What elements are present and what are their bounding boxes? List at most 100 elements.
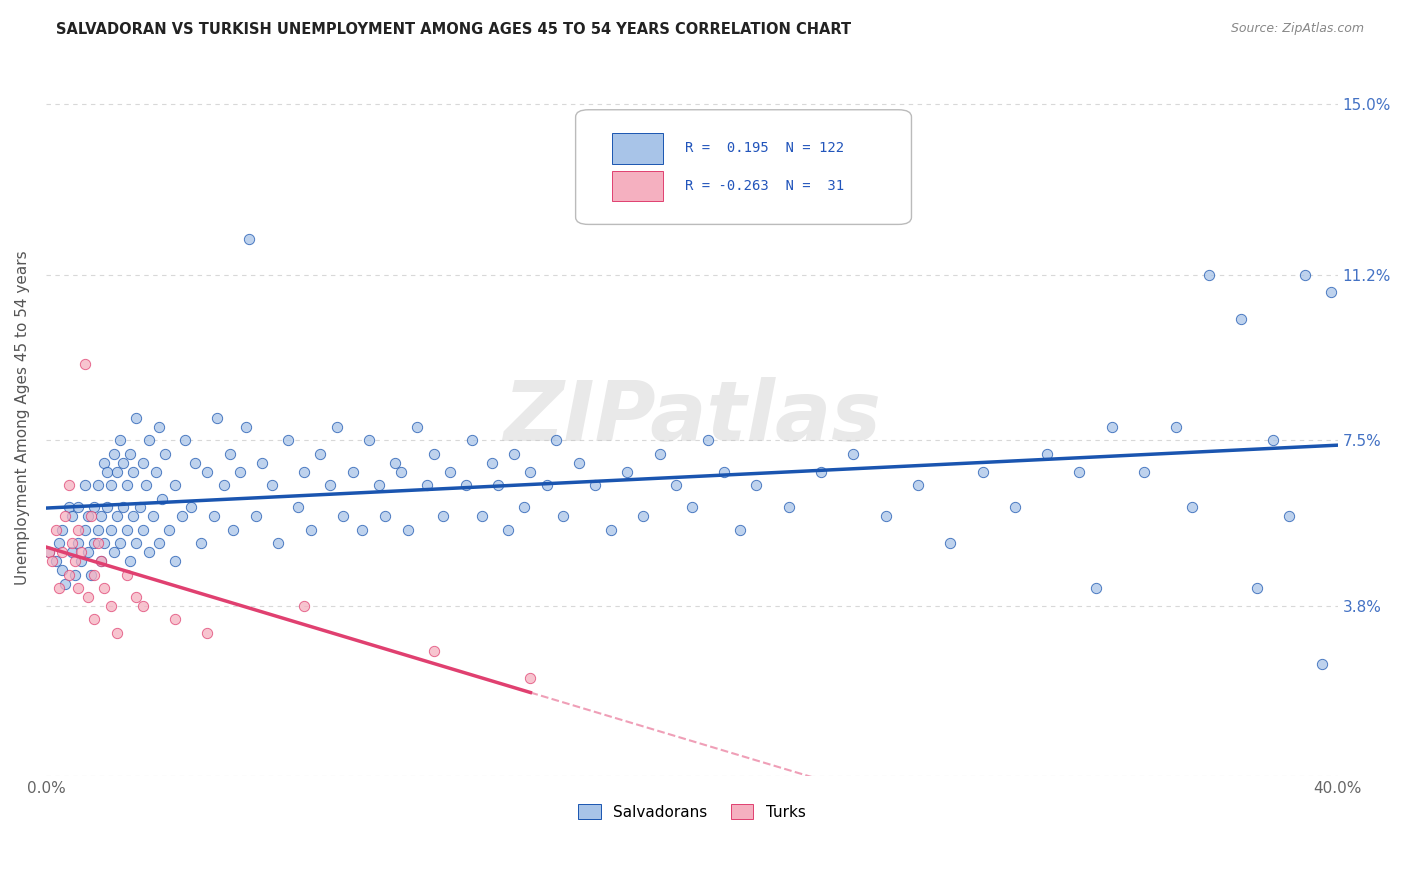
Text: R = -0.263  N =  31: R = -0.263 N = 31 [685,179,845,194]
Point [568,456,591,470]
Text: Source: ZipAtlas.com: Source: ZipAtlas.com [1230,22,1364,36]
Point [122,509,145,524]
Point [100,523,122,537]
Point [60,509,83,524]
Point [309,447,332,461]
Point [96,500,118,515]
Point [53,509,76,524]
Point [1166,420,1188,434]
Point [77,545,100,559]
Point [681,500,703,515]
Point [245,509,267,524]
Point [93,581,115,595]
Point [1101,420,1123,434]
Point [86,478,108,492]
Point [58,500,80,515]
Point [110,536,132,550]
Point [157,523,180,537]
Point [105,625,128,640]
Bar [612,171,664,202]
Point [267,536,290,550]
Point [1310,657,1333,672]
Point [105,509,128,524]
Point [665,478,688,492]
Point [148,420,170,434]
Point [252,456,274,470]
Point [70,554,93,568]
Point [90,509,112,524]
Point [519,465,541,479]
Point [713,465,735,479]
Point [778,500,800,515]
Point [138,545,160,559]
Point [875,509,897,524]
Point [513,500,536,515]
Point [730,523,752,537]
Point [648,447,671,461]
Point [1198,268,1220,282]
Point [100,599,122,613]
Point [58,478,80,492]
Point [93,536,115,550]
Point [83,500,105,515]
Point [118,554,141,568]
Point [1278,509,1301,524]
Point [357,434,380,448]
Point [1004,500,1026,515]
Point [697,434,720,448]
Point [125,410,148,425]
Point [125,536,148,550]
Point [132,456,155,470]
Point [83,536,105,550]
Point [63,567,86,582]
Point [202,509,225,524]
Point [384,456,406,470]
Point [60,536,83,550]
Point [83,612,105,626]
Text: R =  0.195  N = 122: R = 0.195 N = 122 [685,142,845,155]
Point [155,447,177,461]
Point [496,523,519,537]
Point [342,465,364,479]
Point [1294,268,1316,282]
Point [519,671,541,685]
Point [77,509,100,524]
Point [51,523,73,537]
Point [205,410,228,425]
Point [190,536,212,550]
Point [503,447,526,461]
Point [197,625,219,640]
Point [422,644,444,658]
Point [148,536,170,550]
Point [222,523,245,537]
Point [422,447,444,461]
Point [48,581,70,595]
Point [90,554,112,568]
Point [77,590,100,604]
Point [132,599,155,613]
Point [67,536,90,550]
FancyBboxPatch shape [575,110,911,225]
Point [135,478,157,492]
Point [292,465,315,479]
Point [432,509,454,524]
Bar [612,134,664,163]
Point [41,554,63,568]
Point [219,447,242,461]
Point [367,478,389,492]
Point [600,523,623,537]
Point [51,563,73,577]
Point [229,465,252,479]
Point [1246,581,1268,595]
Point [287,500,309,515]
Point [260,478,283,492]
Point [67,500,90,515]
Point [907,478,929,492]
Point [481,456,503,470]
Point [73,523,96,537]
Point [103,447,125,461]
Point [83,567,105,582]
Point [112,500,135,515]
Point [170,509,193,524]
Point [165,554,187,568]
